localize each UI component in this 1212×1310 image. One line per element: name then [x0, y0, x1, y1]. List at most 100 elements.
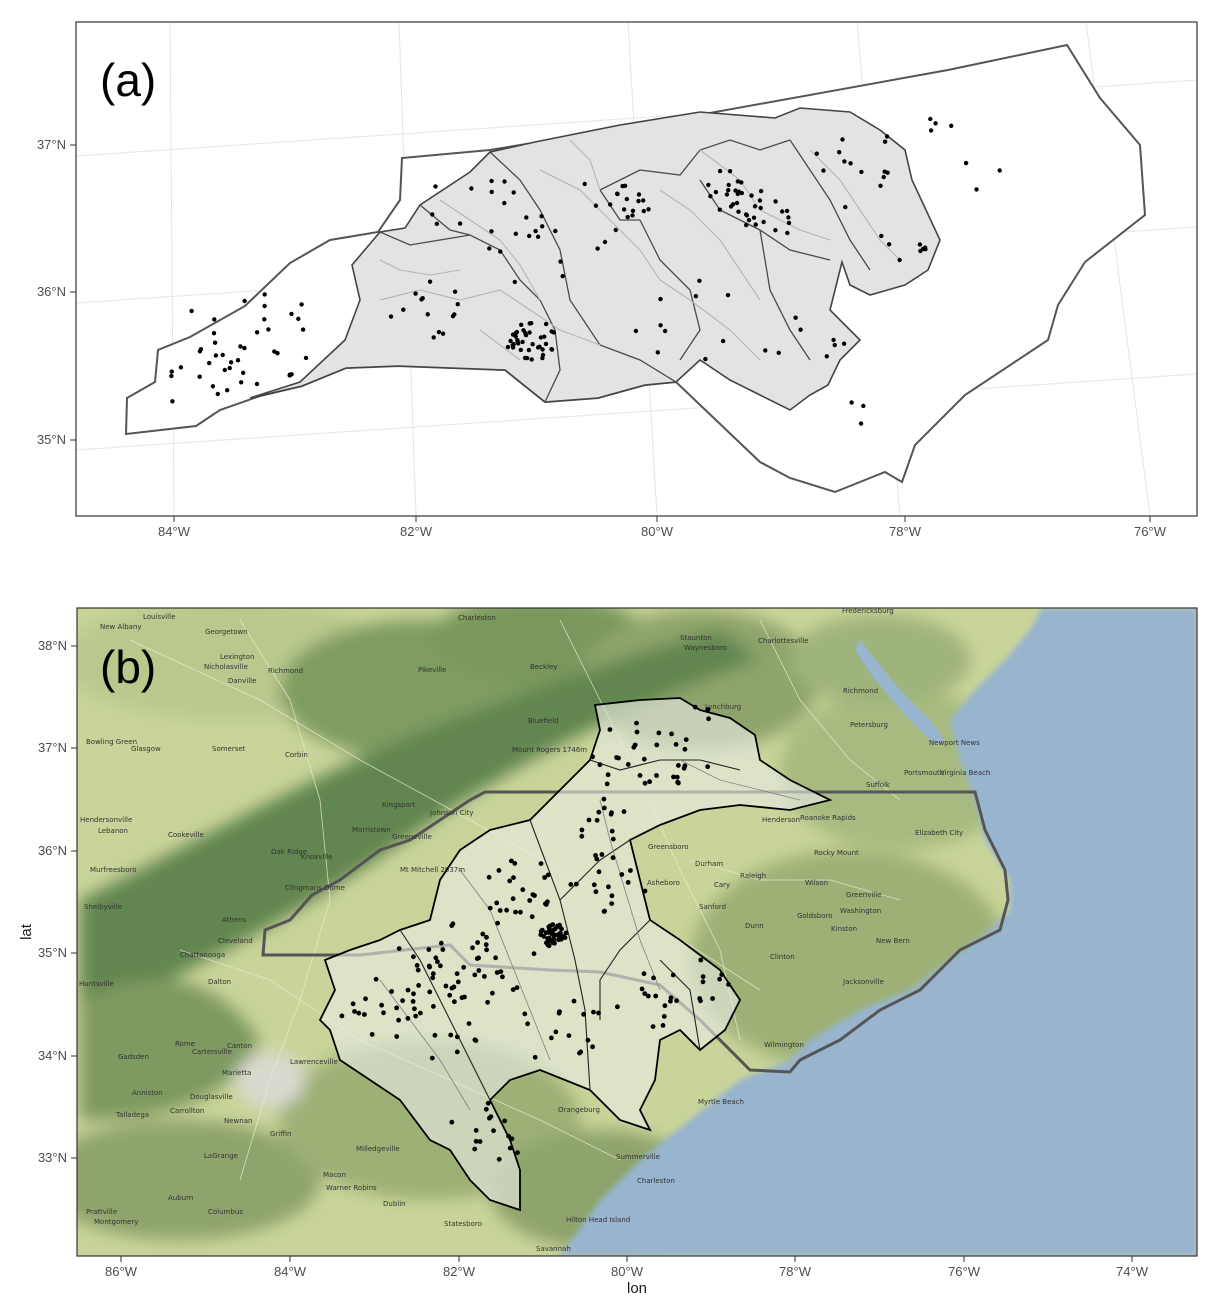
gauge-point: [483, 942, 489, 948]
gauge-point: [532, 1054, 538, 1060]
gauge-point: [743, 212, 749, 217]
gauge-point: [427, 964, 432, 970]
gauge-point: [616, 755, 621, 761]
place-label: Auburn: [168, 1194, 193, 1202]
gauge-point: [362, 1012, 367, 1017]
gauge-point: [615, 1004, 620, 1010]
gauge-point: [656, 730, 662, 736]
gauge-point: [520, 339, 525, 345]
gauge-point: [356, 1010, 362, 1016]
gauge-point: [577, 1050, 582, 1056]
gauge-point: [496, 1156, 502, 1162]
place-label: Cookeville: [168, 831, 204, 839]
gauge-point: [713, 189, 719, 195]
panel-a-y-tick-label: 35°N: [37, 432, 66, 447]
gauge-point: [454, 971, 460, 977]
gauge-point: [262, 317, 267, 322]
place-label: Lexington: [220, 653, 254, 661]
gauge-point: [452, 312, 457, 317]
gauge-point: [703, 356, 708, 362]
gauge-point: [636, 192, 642, 197]
gauge-point: [560, 274, 565, 279]
gauge-point: [486, 874, 492, 880]
gauge-point: [682, 746, 688, 752]
gauge-point: [426, 947, 432, 952]
place-label: Montgomery: [94, 1218, 138, 1226]
gauge-point: [436, 329, 442, 335]
place-label: Greensboro: [648, 843, 689, 851]
gauge-point: [472, 972, 478, 978]
gauge-point: [449, 985, 455, 991]
gauge-point: [725, 292, 731, 298]
gauge-point: [840, 137, 845, 142]
gauge-point: [262, 292, 267, 297]
gauge-point: [363, 996, 368, 1002]
gauge-point: [497, 908, 503, 913]
gauge-point: [473, 1038, 479, 1043]
place-label: Dalton: [208, 978, 231, 986]
place-label: Elizabeth City: [915, 829, 963, 837]
gauge-point: [215, 391, 220, 397]
gauge-point: [630, 213, 635, 218]
gauge-point: [693, 294, 699, 299]
gauge-point: [841, 341, 847, 346]
gauge-point: [673, 742, 679, 747]
place-label: Statesboro: [444, 1220, 482, 1228]
gauge-point: [220, 352, 225, 358]
panel-b-y-tick-label: 36°N: [38, 843, 67, 858]
gauge-point: [615, 191, 620, 196]
gauge-point: [496, 868, 502, 873]
place-label: Murfreesboro: [90, 866, 137, 874]
gauge-point: [639, 986, 645, 992]
gauge-point: [459, 995, 465, 1001]
gauge-point: [197, 374, 202, 379]
place-label: Kingsport: [382, 801, 416, 809]
place-label: Canton: [227, 1042, 252, 1050]
place-label: Corbin: [285, 751, 308, 759]
place-label: Carrollton: [170, 1107, 204, 1115]
gauge-point: [858, 421, 864, 426]
gauge-point: [556, 1010, 562, 1016]
gauge-point: [761, 219, 766, 225]
place-label: Dublin: [383, 1200, 406, 1208]
gauge-point: [440, 331, 446, 336]
place-label: Greeneville: [392, 833, 432, 841]
panel-a-y-tick-label: 37°N: [37, 137, 66, 152]
gauge-point: [415, 967, 421, 973]
gauge-point: [401, 307, 406, 312]
gauge-point: [225, 388, 230, 393]
gauge-point: [651, 975, 656, 981]
gauge-point: [477, 1139, 483, 1144]
panel-b-y-tick-label: 35°N: [38, 945, 67, 960]
gauge-point: [633, 328, 639, 334]
place-label: Richmond: [843, 687, 878, 695]
gauge-point: [681, 765, 687, 771]
gauge-point: [630, 208, 636, 213]
gauge-point: [339, 1013, 345, 1019]
gauge-point: [515, 1150, 520, 1156]
gauge-point: [642, 888, 648, 894]
gauge-point: [508, 338, 513, 344]
place-label: Jacksonville: [842, 978, 884, 986]
gauge-point: [698, 957, 704, 963]
gauge-point: [510, 896, 516, 902]
place-label: Rome: [175, 1040, 195, 1048]
gauge-point: [726, 982, 731, 987]
gauge-point: [504, 907, 509, 913]
gauge-point: [601, 909, 607, 914]
gauge-point: [539, 214, 544, 219]
gauge-point: [706, 716, 711, 722]
place-label: Hendersonville: [80, 816, 132, 824]
gauge-point: [568, 882, 574, 887]
gauge-point: [511, 342, 516, 347]
panel-a-x-ticks: 84°W 82°W 80°W 78°W 76°W: [158, 516, 1167, 539]
gauge-point: [736, 209, 741, 214]
place-label: Bowling Green: [86, 738, 137, 746]
gauge-point: [558, 259, 563, 264]
gauge-point: [824, 354, 829, 359]
gauge-point: [562, 935, 568, 941]
place-label: Richmond: [268, 667, 303, 675]
gauge-point: [609, 893, 615, 899]
gauge-point: [266, 327, 271, 332]
panel-b: Louisville New Albany Georgetown Lexingt…: [18, 607, 1198, 1297]
